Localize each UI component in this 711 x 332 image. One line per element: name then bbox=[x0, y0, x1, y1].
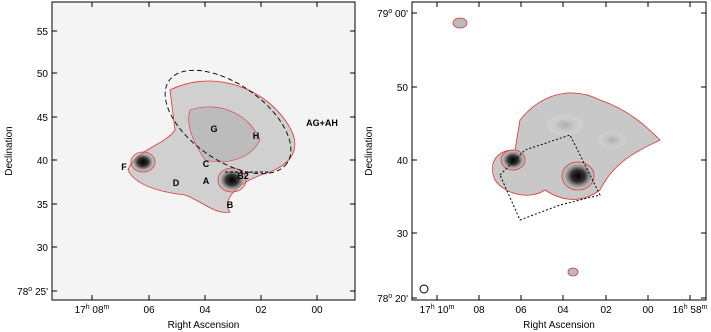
tick-label-part: 30 bbox=[397, 229, 409, 240]
emission-region bbox=[547, 115, 583, 135]
source-label: G bbox=[210, 124, 217, 134]
tick-label-part: o bbox=[388, 293, 392, 300]
tick-label-part: 04 bbox=[199, 305, 211, 316]
tick-label-part: 35 bbox=[37, 200, 49, 211]
tick-label-part: m bbox=[449, 304, 455, 311]
frame bbox=[411, 1, 707, 301]
y-tick-label: 50 bbox=[37, 69, 49, 80]
source-core bbox=[452, 17, 468, 29]
tick-label-part: 58 bbox=[688, 305, 702, 316]
tick-label-part: 40 bbox=[37, 156, 49, 167]
dotted-region bbox=[499, 134, 601, 221]
x-tick-label: 06 bbox=[515, 305, 527, 316]
x-tick-label: 04 bbox=[557, 305, 569, 316]
emission-region bbox=[491, 92, 661, 200]
tick-label-part: 06 bbox=[143, 305, 155, 316]
x-tick-label: 16h 58m bbox=[673, 304, 708, 316]
y-tick-label: 78o 20' bbox=[377, 293, 408, 305]
tick-label-part: m bbox=[702, 304, 708, 311]
y-tick-label: 40 bbox=[397, 156, 409, 167]
tick-label-part: 02 bbox=[600, 305, 612, 316]
emission-region bbox=[188, 106, 261, 163]
tick-label-part: 30 bbox=[37, 243, 49, 254]
tick-label-part: 45 bbox=[37, 113, 49, 124]
tick-label-part: 20' bbox=[392, 294, 408, 305]
tick-label-part: 17 bbox=[420, 305, 432, 316]
tick-label-part: 16 bbox=[673, 305, 685, 316]
left-panel bbox=[51, 1, 356, 301]
tick-label-part: 06 bbox=[515, 305, 527, 316]
x-tick-label: 00 bbox=[642, 305, 654, 316]
tick-label-part: o bbox=[28, 286, 32, 293]
right-panel bbox=[411, 1, 707, 301]
beam bbox=[419, 284, 429, 294]
tick-label-part: h bbox=[684, 304, 688, 311]
dashed-ellipse bbox=[164, 69, 292, 175]
source-label: F bbox=[121, 162, 127, 172]
y-tick-label: 79o 00' bbox=[377, 8, 408, 20]
tick-label-part: 50 bbox=[37, 69, 49, 80]
source-core bbox=[561, 161, 595, 191]
x-tick-label: 02 bbox=[600, 305, 612, 316]
y-tick-label: 45 bbox=[37, 113, 49, 124]
tick-label-part: m bbox=[104, 304, 110, 311]
tick-label-part: o bbox=[388, 8, 392, 15]
tick-label-part: 08 bbox=[90, 305, 104, 316]
y-axis-title: Declination bbox=[364, 126, 375, 175]
x-tick-label: 00 bbox=[311, 305, 323, 316]
tick-label-part: 55 bbox=[37, 27, 49, 38]
y-tick-label: 55 bbox=[37, 27, 49, 38]
source-core bbox=[130, 151, 156, 173]
tick-label-part: 78 bbox=[17, 287, 29, 298]
tick-label-part: 10 bbox=[435, 305, 449, 316]
x-tick-label: 02 bbox=[255, 305, 267, 316]
x-tick-label: 08 bbox=[473, 305, 485, 316]
tick-label-part: 04 bbox=[557, 305, 569, 316]
source-label: H bbox=[253, 131, 260, 141]
x-tick-label: 06 bbox=[143, 305, 155, 316]
y-tick-label: 78o 25' bbox=[17, 286, 48, 298]
source-label: B bbox=[227, 200, 234, 210]
y-tick-label: 35 bbox=[37, 200, 49, 211]
source-core bbox=[500, 149, 526, 171]
tick-label-part: 40 bbox=[397, 156, 409, 167]
source-label: C bbox=[203, 159, 210, 169]
tick-label-part: 25' bbox=[32, 287, 48, 298]
source-label: B2 bbox=[237, 171, 249, 181]
x-axis-title: Right Ascension bbox=[523, 320, 595, 331]
x-tick-label: 17h 10m bbox=[420, 304, 455, 316]
x-tick-label: 04 bbox=[199, 305, 211, 316]
tick-label-part: 17 bbox=[75, 305, 87, 316]
tick-label-part: 00 bbox=[642, 305, 654, 316]
tick-label-part: 00' bbox=[392, 9, 408, 20]
tick-label-part: 08 bbox=[473, 305, 485, 316]
source-label: AG+AH bbox=[306, 118, 338, 128]
source-core bbox=[217, 167, 247, 193]
source-label: D bbox=[173, 178, 180, 188]
x-tick-label: 17h 08m bbox=[75, 304, 110, 316]
tick-label-part: 50 bbox=[397, 83, 409, 94]
emission-region bbox=[598, 131, 626, 149]
tick-label-part: 78 bbox=[377, 294, 389, 305]
tick-label-part: h bbox=[431, 304, 435, 311]
y-tick-label: 30 bbox=[397, 229, 409, 240]
source-core bbox=[567, 267, 579, 277]
y-tick-label: 30 bbox=[37, 243, 49, 254]
tick-label-part: 02 bbox=[255, 305, 267, 316]
tick-label-part: 00 bbox=[311, 305, 323, 316]
y-axis-title: Declination bbox=[4, 126, 15, 175]
source-label: A bbox=[203, 176, 210, 186]
tick-label-part: 79 bbox=[377, 9, 389, 20]
frame bbox=[51, 1, 356, 301]
y-tick-label: 50 bbox=[397, 83, 409, 94]
tick-label-part: h bbox=[86, 304, 90, 311]
x-axis-title: Right Ascension bbox=[168, 320, 240, 331]
y-tick-label: 40 bbox=[37, 156, 49, 167]
